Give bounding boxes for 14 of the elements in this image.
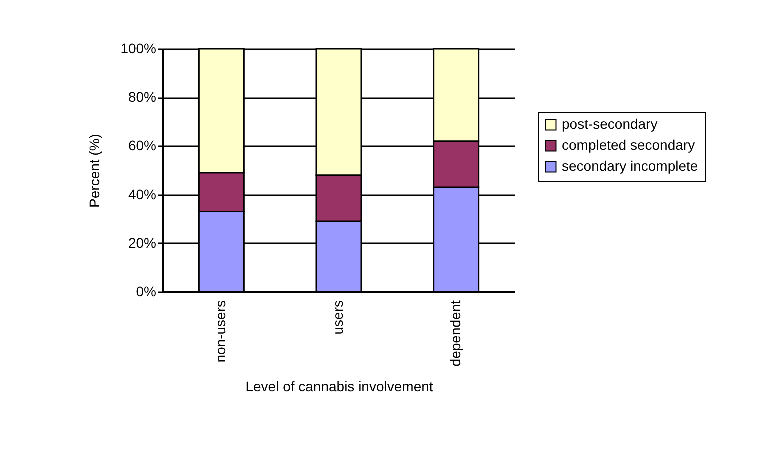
x-axis-title: Level of cannabis involvement bbox=[246, 378, 434, 395]
y-tick-label: 20% bbox=[128, 234, 156, 251]
legend-label: secondary incomplete bbox=[562, 158, 698, 174]
x-tick-label: non-users bbox=[212, 300, 229, 363]
y-tick-label: 40% bbox=[128, 186, 156, 202]
y-tick-label: 100% bbox=[120, 40, 156, 56]
x-tick-label: dependent bbox=[447, 300, 464, 367]
y-axis-title: Percent (%) bbox=[86, 134, 103, 208]
legend-label: post-secondary bbox=[562, 116, 658, 132]
x-tick-label: users bbox=[330, 300, 346, 335]
y-tick-label: 0% bbox=[136, 284, 156, 300]
y-tick-label: 80% bbox=[128, 89, 156, 106]
y-tick-label: 60% bbox=[128, 138, 156, 154]
legend-label: completed secondary bbox=[562, 137, 696, 153]
